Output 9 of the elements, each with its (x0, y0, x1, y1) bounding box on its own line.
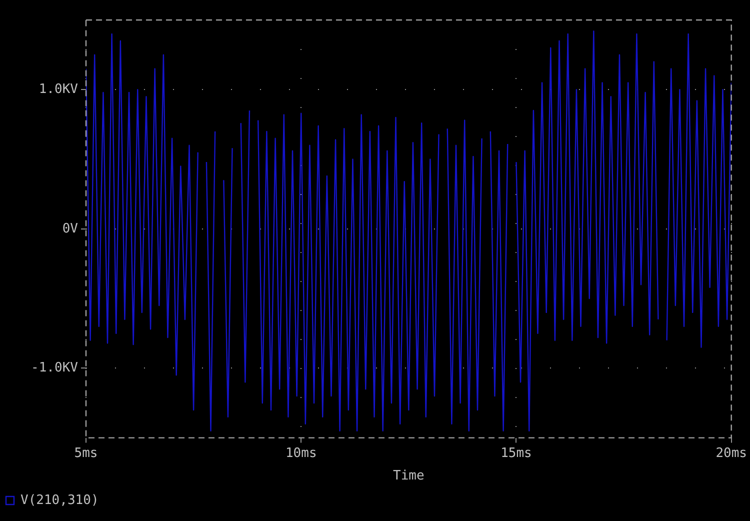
y-tick-label: 0V (62, 221, 78, 236)
x-axis-title: Time (393, 468, 424, 484)
x-tick-label: 10ms (285, 446, 317, 461)
legend-label: V(210,310) (20, 492, 99, 508)
y-tick-label: 1.0KV (38, 82, 78, 98)
x-tick-label: 5ms (74, 446, 98, 461)
x-tick-label: 20ms (716, 446, 748, 461)
x-tick-label: 15ms (500, 446, 532, 461)
y-tick-label: -1.0KV (31, 360, 78, 376)
